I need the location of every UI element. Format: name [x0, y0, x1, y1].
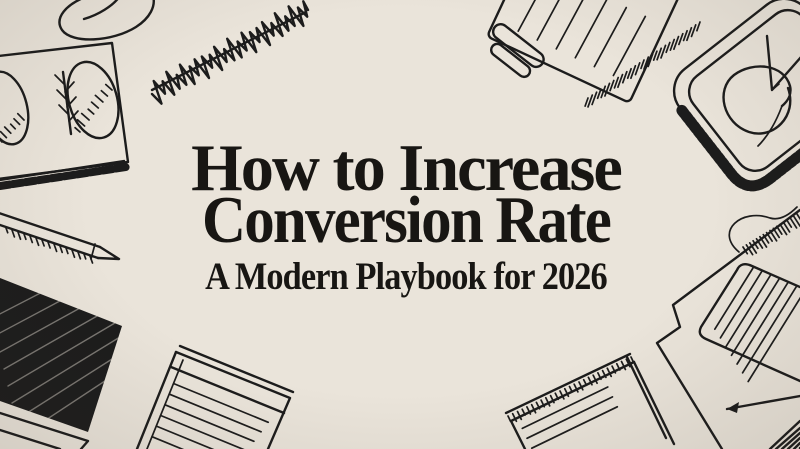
ruled-paper-doodle [504, 352, 676, 449]
page-title-line1: How to Increase [191, 131, 623, 205]
notepad-doodle [135, 344, 295, 449]
notebook-with-clip-doodle [487, 0, 701, 108]
card-with-ovals-doodle [0, 41, 130, 190]
stamp-tablet-with-checkmark-doodle [672, 0, 800, 192]
zigzag-scribble-doodle [150, 0, 310, 105]
corner-hatch-doodle [768, 419, 800, 449]
loop-scribble-doodle [58, 0, 155, 41]
page-subtitle: A Modern Playbook for 2026 [205, 255, 608, 298]
document-with-pen-doodle [655, 206, 800, 449]
page-title-line2: Conversion Rate [202, 183, 612, 257]
pencil-doodle [0, 212, 121, 264]
shaded-slab-doodle [0, 278, 122, 449]
